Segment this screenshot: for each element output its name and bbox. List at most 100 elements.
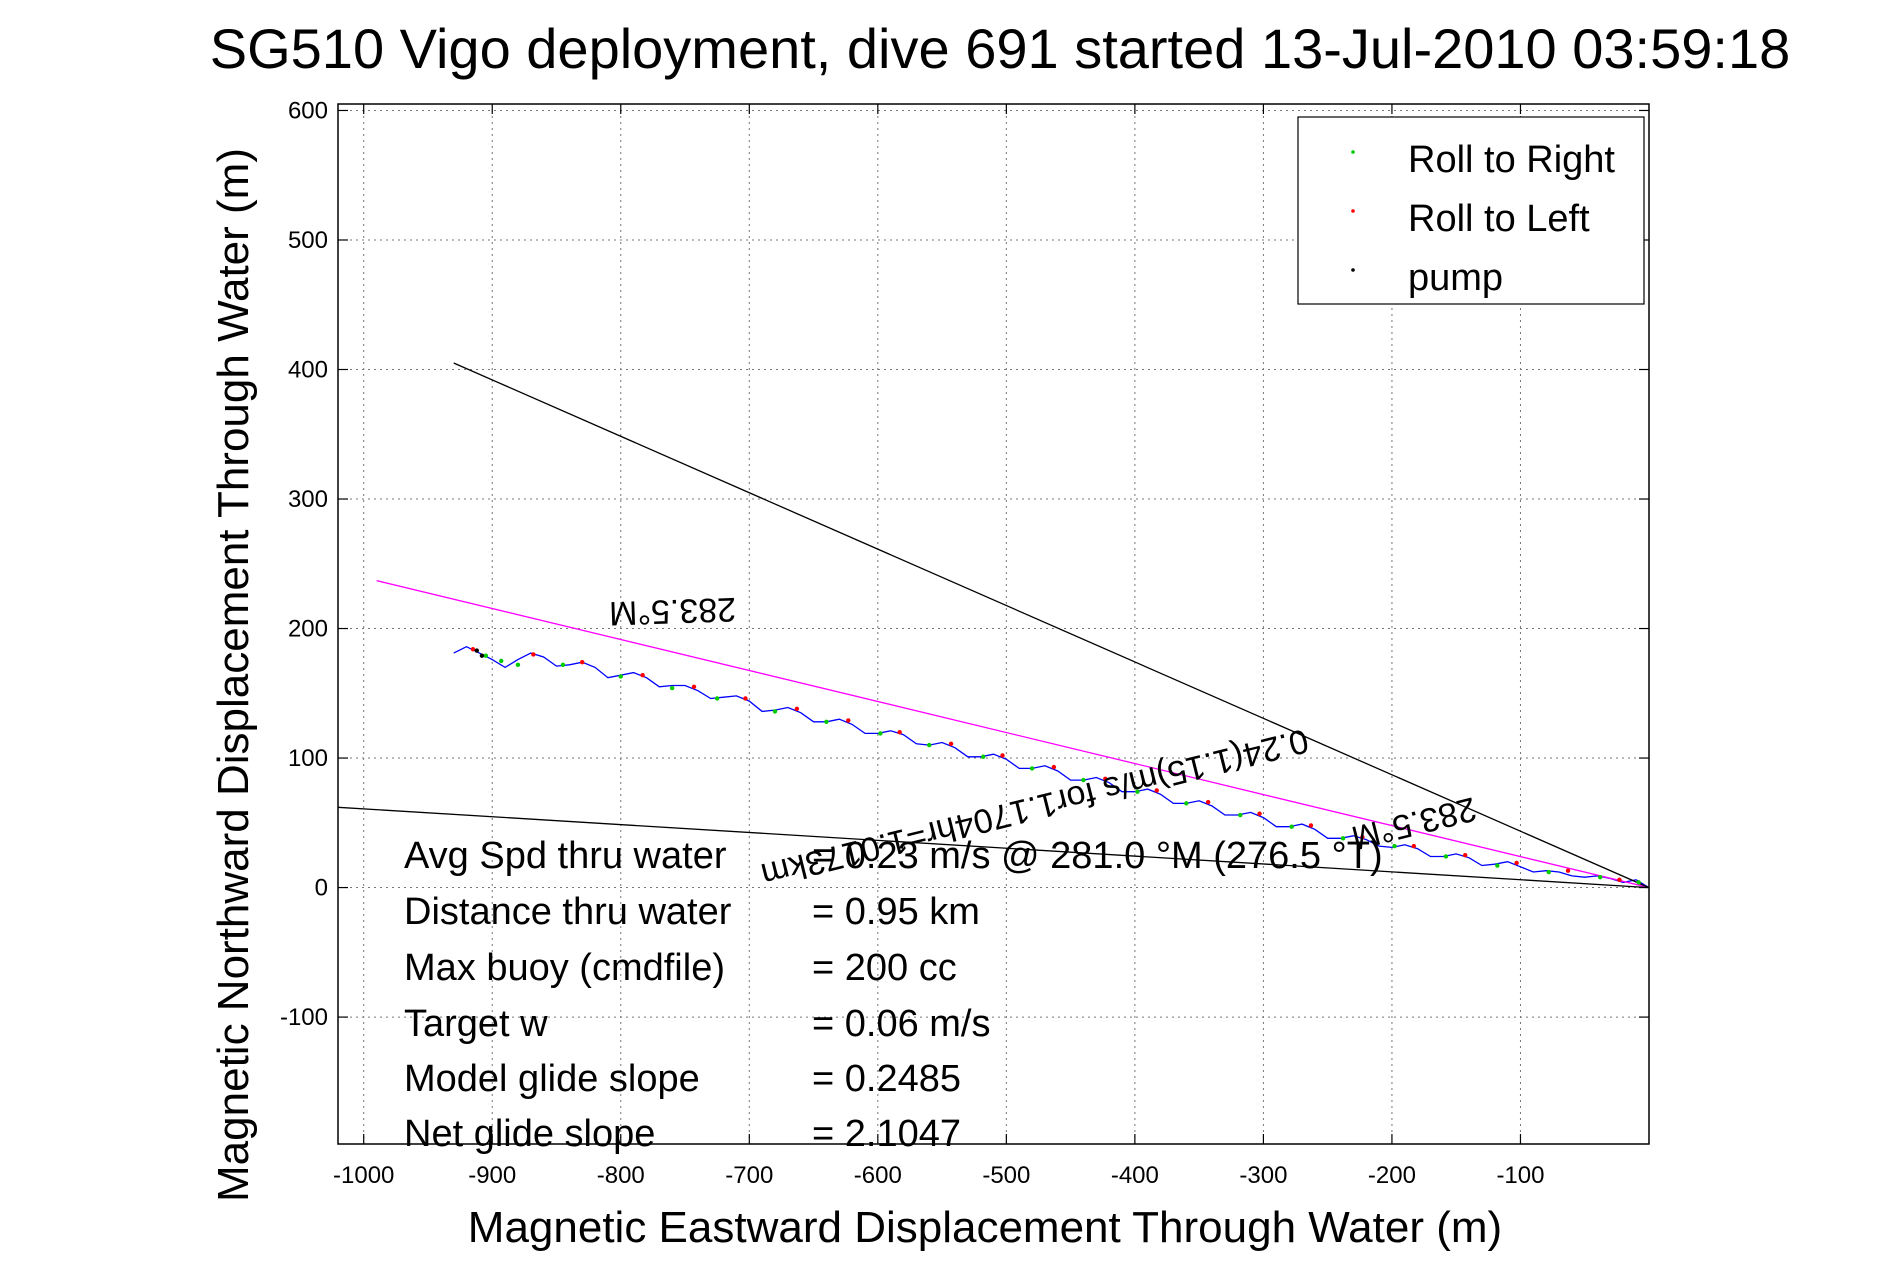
x-tick-label: -100 bbox=[1496, 1162, 1544, 1189]
roll-right-point bbox=[1392, 843, 1397, 849]
x-tick-label: -600 bbox=[854, 1162, 902, 1189]
roll-right-point bbox=[1597, 875, 1603, 880]
roll-right-point bbox=[1636, 880, 1641, 885]
legend-marker-pump bbox=[1351, 268, 1355, 272]
roll-left-point bbox=[640, 672, 645, 678]
roll-left-point bbox=[1617, 877, 1622, 882]
roll-right-point bbox=[1029, 766, 1035, 771]
y-tick-label: 200 bbox=[288, 616, 328, 643]
y-tick-label: -100 bbox=[280, 1004, 328, 1031]
stat-value-target-w: = 0.06 m/s bbox=[812, 1003, 990, 1045]
series-points bbox=[470, 647, 1641, 885]
x-tick-labels: -1000 -900 -800 -700 -600 -500 -400 -300 -200 -10… bbox=[333, 1162, 1544, 1189]
roll-right-point bbox=[1081, 777, 1086, 783]
roll-right-point bbox=[1238, 812, 1243, 818]
legend-marker-roll-left bbox=[1351, 209, 1355, 213]
roll-left-point bbox=[1103, 776, 1108, 781]
legend-box bbox=[1297, 116, 1645, 305]
roll-right-point bbox=[772, 709, 778, 714]
x-tick-label: -200 bbox=[1368, 1162, 1416, 1189]
roll-right-point bbox=[1289, 824, 1294, 829]
roll-right-point bbox=[1546, 869, 1551, 875]
roll-left-point bbox=[1360, 834, 1365, 840]
legend-label-roll-right: Roll to Right bbox=[1408, 139, 1615, 181]
y-tick-labels: -100 0 100 200 300 400 500 600 bbox=[280, 97, 328, 1031]
stat-label-distance: Distance thru water bbox=[404, 891, 732, 933]
stat-value-model-glide: = 0.2485 bbox=[812, 1058, 961, 1100]
roll-right-point bbox=[927, 742, 932, 748]
roll-left-point bbox=[1051, 764, 1057, 770]
roll-right-point bbox=[981, 754, 986, 759]
stat-value-avg-speed: = 0.23 m/s @ 281.0 °M (276.5 °T) bbox=[812, 835, 1383, 877]
stat-label-target-w: Target w bbox=[404, 1003, 548, 1045]
x-axis-label: Magnetic Eastward Displacement Through W… bbox=[468, 1203, 1502, 1252]
series-lines bbox=[338, 362, 1649, 889]
roll-left-point bbox=[1463, 852, 1468, 858]
y-tick-label: 300 bbox=[288, 486, 328, 513]
x-tick-label: -900 bbox=[468, 1162, 516, 1189]
stat-label-model-glide: Model glide slope bbox=[404, 1058, 700, 1100]
chart-title: SG510 Vigo deployment, dive 691 started … bbox=[210, 17, 1791, 80]
roll-left-point bbox=[580, 660, 585, 665]
roll-right-point bbox=[1495, 863, 1500, 868]
legend-marker-roll-right bbox=[1351, 150, 1355, 154]
legend: Roll to Right Roll to Left pump bbox=[1297, 116, 1645, 305]
roll-left-point bbox=[1257, 811, 1262, 816]
legend-label-pump: pump bbox=[1408, 257, 1503, 299]
x-tick-label: -1000 bbox=[333, 1162, 394, 1189]
roll-left-point bbox=[1205, 799, 1211, 805]
roll-left-point bbox=[948, 741, 954, 747]
roll-right-point bbox=[1135, 789, 1140, 794]
x-tick-label: -800 bbox=[597, 1162, 645, 1189]
roll-left-point bbox=[531, 652, 536, 657]
roll-right-point bbox=[560, 662, 566, 667]
y-tick-label: 500 bbox=[288, 227, 328, 254]
roll-right-point bbox=[714, 696, 720, 701]
x-tick-label: -700 bbox=[725, 1162, 773, 1189]
roll-left-point bbox=[794, 706, 800, 712]
roll-right-point bbox=[1340, 836, 1346, 841]
roll-right-point bbox=[878, 731, 883, 736]
roll-left-point bbox=[1154, 788, 1159, 793]
roll-right-point bbox=[669, 685, 675, 691]
stat-label-avg-speed: Avg Spd thru water bbox=[404, 835, 727, 877]
series-line-0 bbox=[453, 645, 1649, 889]
annotation-0: 283.5°M bbox=[608, 590, 736, 632]
y-tick-label: 600 bbox=[288, 97, 328, 124]
y-tick-label: 400 bbox=[288, 357, 328, 384]
pump-point bbox=[474, 648, 480, 653]
roll-right-point bbox=[618, 674, 623, 679]
x-tick-label: -300 bbox=[1239, 1162, 1287, 1189]
roll-left-point bbox=[846, 718, 851, 723]
roll-left-point bbox=[1000, 753, 1005, 758]
stat-value-distance: = 0.95 km bbox=[812, 891, 980, 933]
pump-point bbox=[479, 653, 485, 658]
y-tick-label: 100 bbox=[288, 745, 328, 772]
roll-left-point bbox=[1514, 860, 1519, 866]
roll-right-point bbox=[499, 658, 504, 664]
roll-right-point bbox=[824, 719, 829, 724]
roll-right-point bbox=[515, 662, 521, 667]
x-tick-label: -500 bbox=[982, 1162, 1030, 1189]
y-tick-label: 0 bbox=[315, 875, 328, 902]
roll-right-point bbox=[483, 653, 489, 658]
roll-left-point bbox=[1565, 868, 1571, 873]
x-tick-label: -400 bbox=[1111, 1162, 1159, 1189]
stat-value-max-buoy: = 200 cc bbox=[812, 947, 957, 989]
legend-label-roll-left: Roll to Left bbox=[1408, 198, 1590, 240]
stat-value-net-glide: = 2.1047 bbox=[812, 1113, 961, 1155]
series-line-1 bbox=[376, 579, 1649, 889]
stat-label-net-glide: Net glide slope bbox=[404, 1113, 655, 1155]
roll-left-point bbox=[1411, 843, 1416, 849]
roll-left-point bbox=[1308, 823, 1314, 828]
roll-left-point bbox=[691, 684, 697, 690]
stat-label-max-buoy: Max buoy (cmdfile) bbox=[404, 947, 725, 989]
series-line-2 bbox=[453, 362, 1649, 889]
roll-left-point bbox=[897, 729, 902, 735]
series-line-3 bbox=[338, 806, 1649, 889]
roll-right-point bbox=[1184, 801, 1189, 806]
roll-right-point bbox=[1443, 854, 1449, 859]
roll-left-point bbox=[470, 647, 476, 652]
y-axis-label: Magnetic Northward Displacement Through … bbox=[209, 148, 258, 1202]
